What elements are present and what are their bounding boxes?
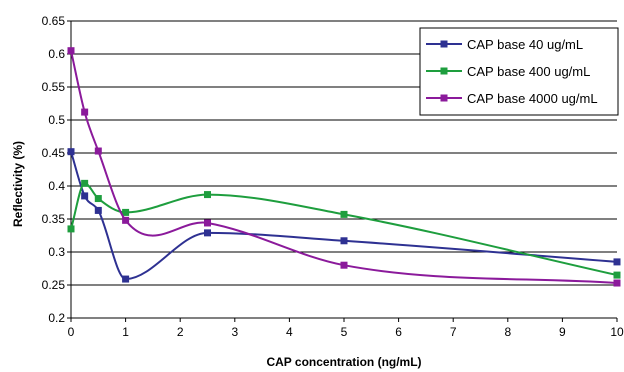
series-line-1 — [70, 151, 618, 281]
x-tick-label: 0 — [68, 325, 75, 339]
data-point — [204, 229, 211, 237]
series-line-2 — [70, 182, 618, 277]
x-tick-label: 3 — [231, 325, 238, 339]
legend: CAP base 40 ug/mL CAP base 400 ug/mL CAP b… — [419, 27, 619, 116]
x-tick-label: 5 — [341, 325, 348, 339]
data-point — [94, 147, 102, 155]
y-tick-label: 0.5 — [48, 113, 65, 127]
data-point — [81, 179, 89, 187]
data-point — [340, 210, 348, 218]
data-point — [67, 148, 75, 156]
data-point — [94, 206, 102, 214]
x-tick-label: 9 — [559, 325, 566, 339]
y-tick-label: 0.3 — [48, 245, 65, 259]
data-point — [67, 47, 75, 55]
x-tick-labels: 0 1 2 3 4 5 6 7 8 9 10 — [68, 325, 624, 339]
data-point — [340, 261, 348, 269]
y-tick-labels: 0.2 0.25 0.3 0.35 0.4 0.45 0.5 0.55 0.6 0.65 — [42, 14, 66, 325]
data-point — [340, 237, 348, 245]
x-tick-label: 7 — [450, 325, 457, 339]
y-tick-label: 0.25 — [42, 278, 66, 292]
data-point — [204, 219, 211, 227]
y-axis-label: Reflectivity (%) — [11, 141, 25, 227]
data-point — [204, 191, 211, 199]
y-tick-label: 0.55 — [42, 80, 66, 94]
x-tick-label: 4 — [286, 325, 293, 339]
legend-label: CAP base 40 ug/mL — [467, 37, 583, 52]
y-tick-label: 0.35 — [42, 212, 66, 226]
series-line-3 — [70, 50, 618, 285]
x-tick-label: 2 — [177, 325, 184, 339]
legend-label: CAP base 4000 ug/mL — [467, 91, 598, 106]
x-tick-label: 1 — [122, 325, 129, 339]
data-point — [613, 258, 621, 266]
legend-label: CAP base 400 ug/mL — [467, 64, 590, 79]
y-tick-label: 0.65 — [42, 14, 66, 28]
data-point — [613, 271, 621, 279]
data-point — [94, 195, 102, 203]
data-point — [122, 208, 130, 216]
data-point — [81, 108, 89, 116]
x-tick-label: 6 — [395, 325, 402, 339]
series-lines — [67, 47, 621, 287]
x-tick-label: 10 — [610, 325, 624, 339]
grid-lines — [71, 20, 617, 319]
y-tick-label: 0.6 — [48, 47, 65, 61]
axes — [67, 20, 618, 322]
legend-marker — [440, 94, 448, 102]
y-tick-label: 0.4 — [48, 179, 65, 193]
y-tick-label: 0.2 — [48, 311, 65, 325]
data-point — [81, 192, 89, 200]
legend-marker — [440, 40, 448, 48]
data-point — [122, 216, 130, 224]
data-point — [67, 225, 75, 233]
data-point — [122, 275, 130, 283]
y-tick-label: 0.45 — [42, 146, 66, 160]
data-point — [613, 279, 621, 287]
x-axis-label: CAP concentration (ng/mL) — [266, 355, 421, 369]
legend-marker — [440, 67, 448, 75]
x-tick-label: 8 — [504, 325, 511, 339]
